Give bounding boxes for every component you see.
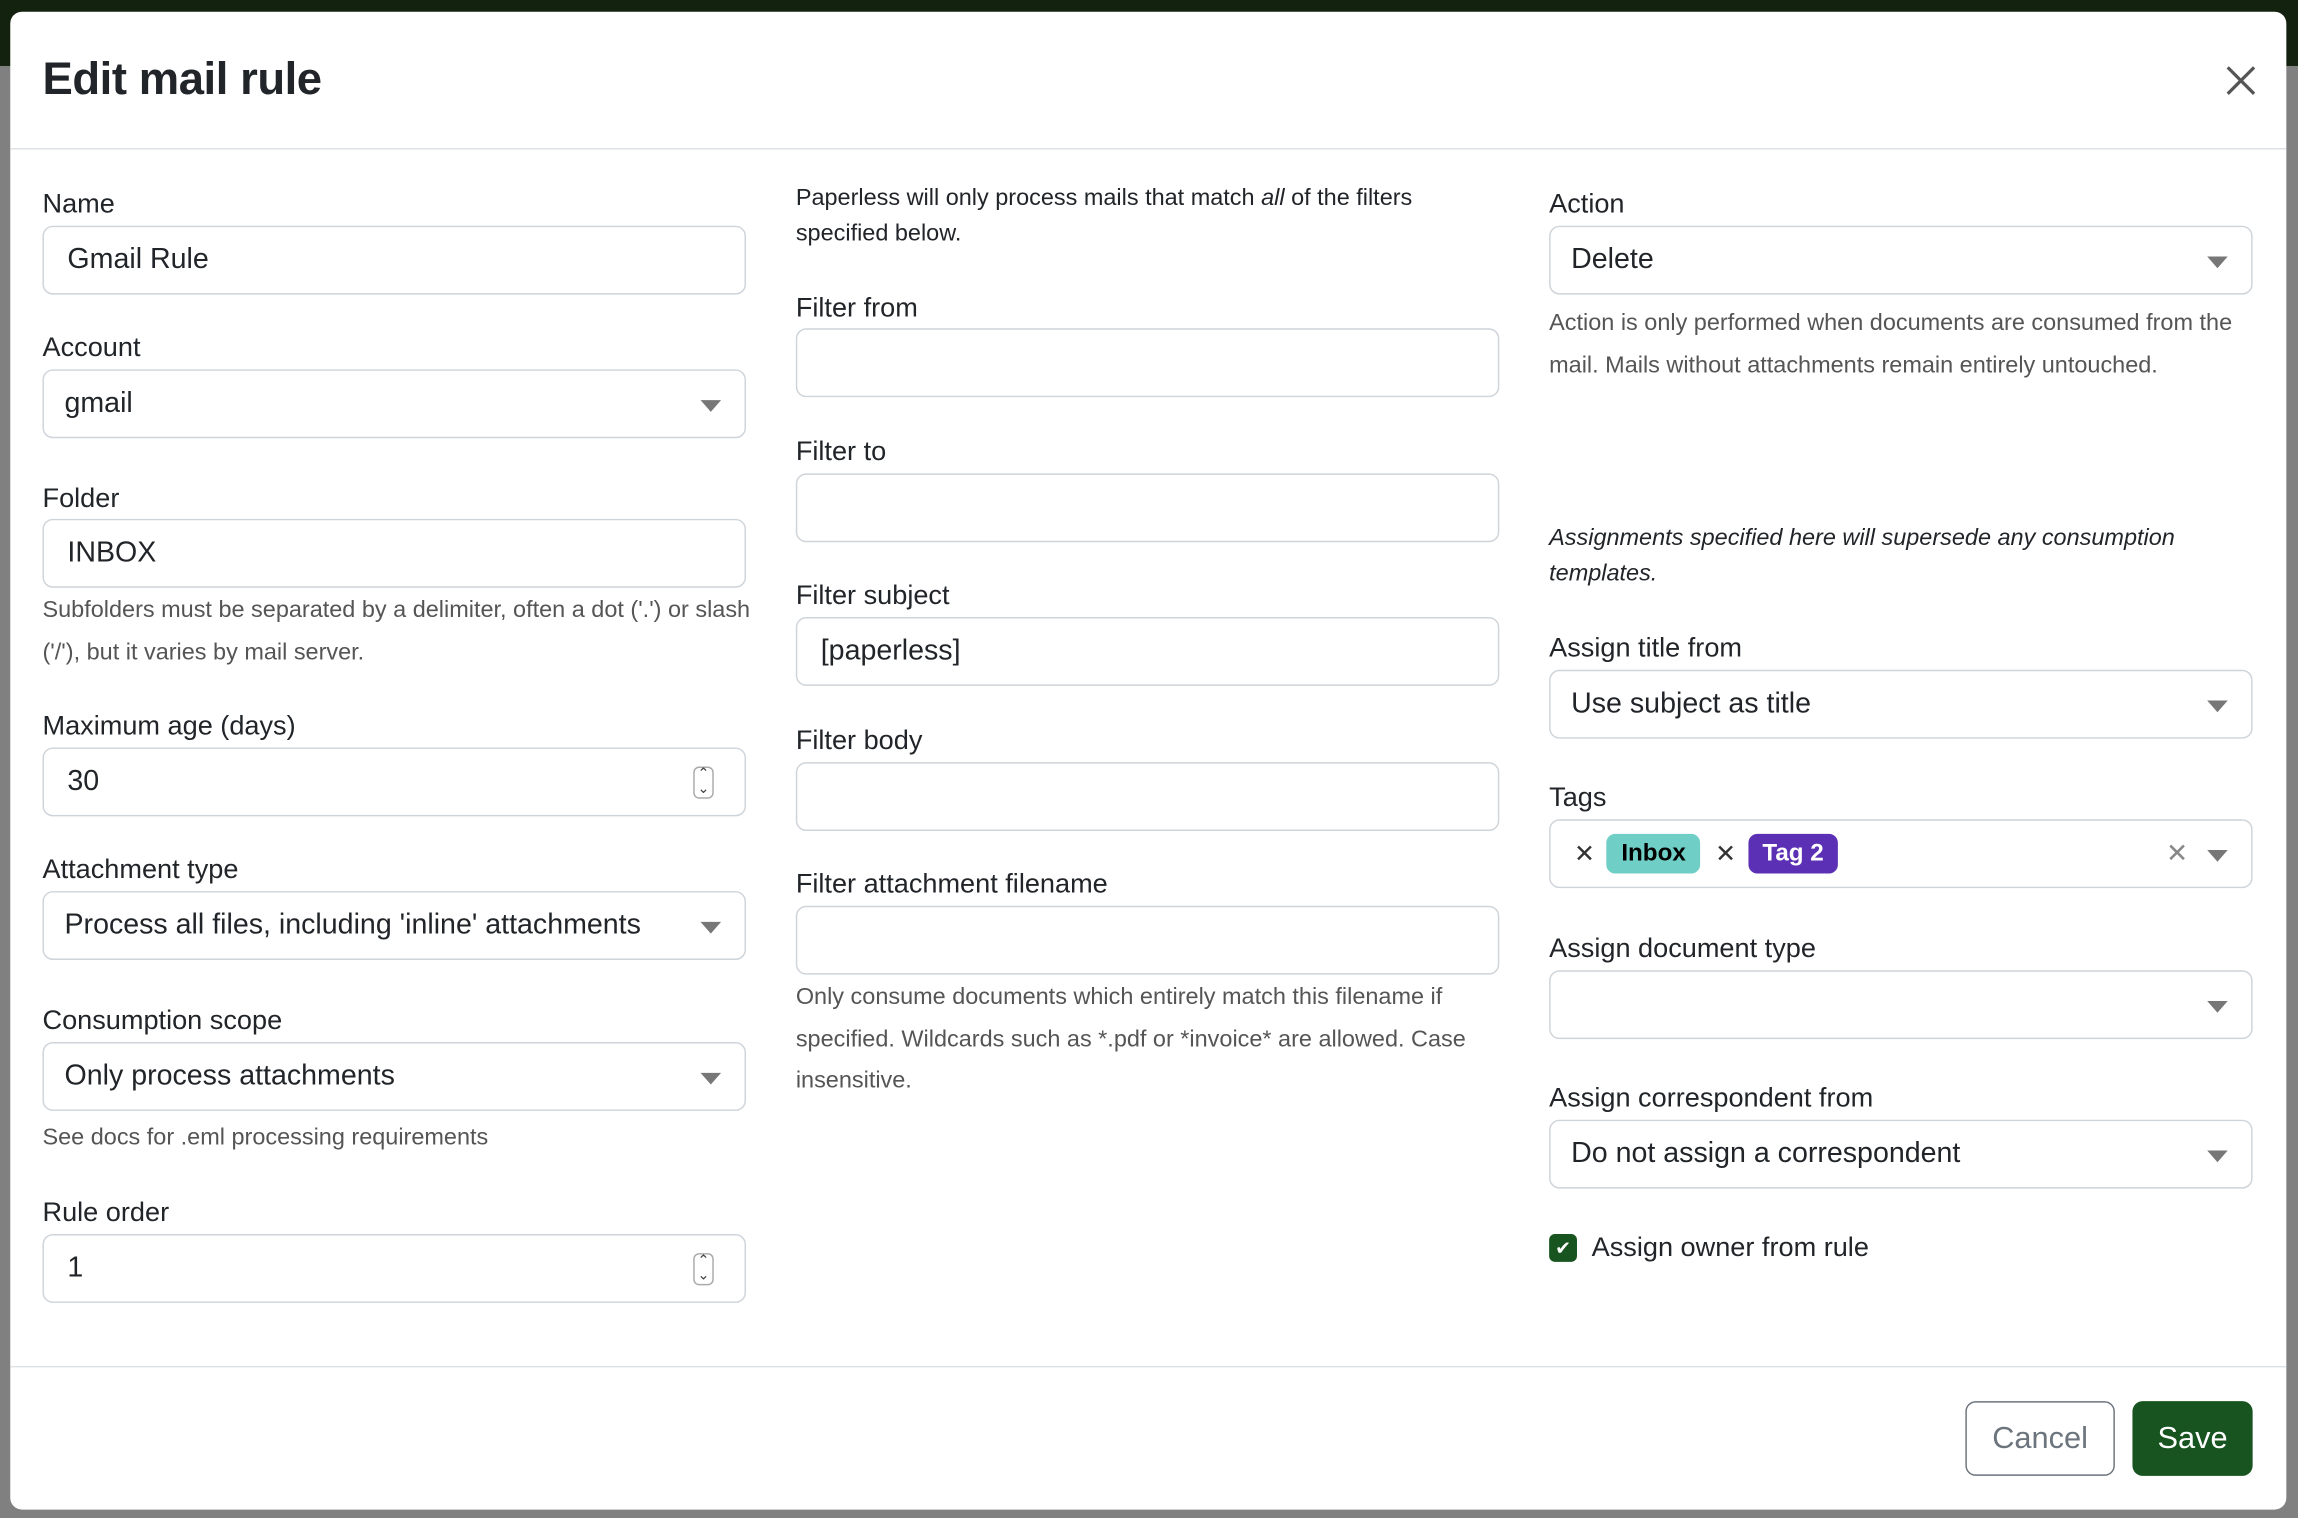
chevron-down-icon (2207, 700, 2228, 713)
account-select[interactable]: gmail (42, 369, 746, 439)
save-button[interactable]: Save (2132, 1401, 2253, 1476)
name-input[interactable]: Gmail Rule (42, 225, 746, 295)
filter-body-input[interactable] (795, 762, 1500, 831)
filter-subject-label: Filter subject (795, 578, 950, 610)
account-value: gmail (64, 386, 133, 420)
folder-label: Folder (42, 482, 120, 513)
rule-order-value: 1 (67, 1251, 84, 1284)
chevron-down-icon (2207, 1150, 2228, 1163)
filter-attachment-help: Only consume documents which entirely ma… (795, 984, 1466, 1094)
dialog-title: Edit mail rule (42, 52, 323, 105)
chevron-down-icon (2207, 850, 2228, 862)
attachment-type-select[interactable]: Process all files, including 'inline' at… (42, 891, 746, 960)
assignments-note: Assignments specified here will supersed… (1549, 526, 2175, 587)
attachment-type-value: Process all files, including 'inline' at… (64, 908, 641, 941)
tags-select[interactable]: ✕ Inbox ✕ Tag 2 ✕ (1549, 819, 2253, 889)
title-from-label: Assign title from (1549, 631, 1743, 663)
document-type-label: Assign document type (1549, 932, 1816, 963)
name-value: Gmail Rule (67, 243, 209, 276)
folder-input[interactable]: INBOX (42, 518, 746, 588)
cancel-button[interactable]: Cancel (1965, 1401, 2115, 1476)
close-icon[interactable] (2220, 60, 2261, 101)
attachment-type-label: Attachment type (42, 852, 239, 884)
filter-attachment-input[interactable] (795, 905, 1500, 975)
spinner-icon[interactable]: ⌃ ⌄ (693, 766, 714, 799)
edit-mail-rule-dialog: Edit mail rule Name Gmail Rule Account g… (10, 11, 2287, 1510)
max-age-label: Maximum age (days) (42, 709, 296, 741)
footer-divider (10, 1365, 2287, 1368)
document-type-select[interactable] (1549, 970, 2253, 1040)
chevron-down-icon (700, 1072, 722, 1085)
action-select[interactable]: Delete (1549, 225, 2253, 295)
owner-checkbox[interactable]: ✔ (1549, 1234, 1577, 1262)
max-age-value: 30 (67, 765, 100, 798)
max-age-input[interactable]: 30 ⌃ ⌄ (42, 747, 746, 817)
action-help: Action is only performed when documents … (1549, 310, 2233, 378)
consumption-scope-value: Only process attachments (64, 1059, 395, 1092)
title-from-value: Use subject as title (1571, 687, 1811, 720)
title-from-select[interactable]: Use subject as title (1549, 669, 2253, 739)
action-value: Delete (1571, 243, 1654, 276)
folder-help: Subfolders must be separated by a delimi… (42, 597, 751, 665)
correspondent-label: Assign correspondent from (1549, 1081, 1874, 1113)
filter-to-label: Filter to (795, 435, 887, 467)
correspondent-select[interactable]: Do not assign a correspondent (1549, 1119, 2253, 1189)
consumption-scope-label: Consumption scope (42, 1003, 283, 1035)
consumption-scope-help: See docs for .eml processing requirement… (42, 1125, 489, 1151)
owner-label[interactable]: Assign owner from rule (1591, 1231, 1869, 1262)
remove-tag-icon[interactable]: ✕ (1574, 839, 1595, 867)
remove-tag-icon[interactable]: ✕ (1715, 839, 1737, 867)
header-divider (10, 148, 2287, 150)
filters-intro: Paperless will only process mails that m… (795, 186, 1413, 247)
chevron-down-icon (700, 921, 722, 934)
tag-chip-tag-2: Tag 2 (1747, 833, 1839, 874)
filter-subject-input[interactable]: [paperless] (795, 617, 1500, 686)
correspondent-value: Do not assign a correspondent (1571, 1137, 1961, 1170)
check-icon: ✔ (1555, 1236, 1572, 1259)
filter-subject-value: [paperless] (820, 634, 961, 667)
chevron-down-icon (2207, 256, 2228, 269)
consumption-scope-select[interactable]: Only process attachments (42, 1042, 746, 1111)
filter-from-input[interactable] (795, 328, 1500, 398)
spinner-icon[interactable]: ⌃ ⌄ (693, 1253, 714, 1286)
action-label: Action (1549, 187, 1625, 219)
folder-value: INBOX (67, 536, 157, 569)
account-label: Account (42, 331, 141, 363)
chevron-down-icon (700, 400, 722, 412)
filter-attachment-label: Filter attachment filename (795, 867, 1108, 899)
rule-order-label: Rule order (42, 1195, 170, 1227)
name-label: Name (42, 187, 115, 219)
tag-chip-inbox: Inbox (1606, 833, 1701, 874)
filter-body-label: Filter body (795, 724, 923, 755)
rule-order-input[interactable]: 1 ⌃ ⌄ (42, 1234, 746, 1303)
chevron-down-icon (2207, 1001, 2228, 1013)
clear-all-icon[interactable]: ✕ (2166, 838, 2189, 868)
filter-from-label: Filter from (795, 291, 918, 323)
tags-label: Tags (1549, 781, 1607, 812)
filter-to-input[interactable] (795, 473, 1500, 543)
